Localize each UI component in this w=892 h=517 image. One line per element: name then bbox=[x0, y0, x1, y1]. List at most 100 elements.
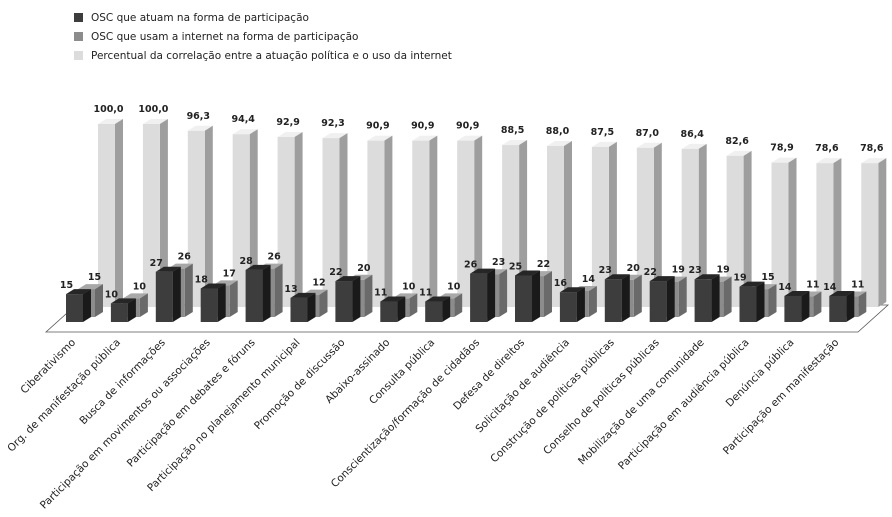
participacao-value-label: 23 bbox=[599, 265, 612, 276]
internet-value-label: 23 bbox=[492, 257, 505, 268]
pct-value-label: 100,0 bbox=[138, 104, 168, 115]
pct-value-label: 90,9 bbox=[366, 121, 389, 132]
internet-value-label: 10 bbox=[447, 281, 461, 292]
participacao-bar bbox=[66, 289, 91, 322]
internet-value-label: 14 bbox=[582, 274, 596, 285]
internet-value-label: 22 bbox=[537, 259, 550, 270]
internet-value-label: 20 bbox=[357, 263, 371, 274]
legend-swatch-correlacao bbox=[74, 51, 83, 60]
pct-bar bbox=[861, 158, 887, 307]
participacao-bar bbox=[380, 296, 406, 322]
pct-bar bbox=[322, 133, 348, 307]
participacao-bar bbox=[604, 274, 630, 322]
participacao-value-label: 28 bbox=[239, 256, 253, 267]
participacao-value-label: 10 bbox=[105, 289, 119, 300]
participacao-bar bbox=[559, 287, 585, 322]
participacao-value-label: 15 bbox=[60, 280, 73, 291]
internet-value-label: 19 bbox=[672, 265, 685, 276]
participacao-value-label: 14 bbox=[823, 282, 837, 293]
participacao-bar bbox=[290, 292, 316, 322]
participacao-bar bbox=[245, 264, 271, 322]
participacao-bar bbox=[110, 298, 136, 322]
pct-value-label: 90,9 bbox=[456, 121, 479, 132]
pct-bar bbox=[636, 142, 662, 307]
pct-value-label: 86,4 bbox=[680, 129, 704, 140]
internet-value-label: 15 bbox=[88, 272, 101, 283]
internet-value-label: 19 bbox=[716, 265, 729, 276]
pct-bar bbox=[367, 135, 393, 307]
internet-value-label: 20 bbox=[627, 263, 641, 274]
pct-bar bbox=[232, 129, 258, 307]
participacao-bar bbox=[515, 270, 540, 322]
pct-value-label: 100,0 bbox=[93, 104, 123, 115]
legend-swatch-participacao bbox=[74, 13, 83, 22]
participacao-bar bbox=[784, 290, 810, 322]
pct-value-label: 92,9 bbox=[276, 117, 299, 128]
internet-value-label: 12 bbox=[312, 278, 325, 289]
pct-value-label: 87,0 bbox=[636, 128, 660, 139]
internet-value-label: 26 bbox=[267, 252, 281, 263]
category-label: Solicitação de audiência bbox=[473, 337, 572, 436]
legend-item-correlacao: Percentual da correlação entre a atuação… bbox=[74, 46, 452, 65]
internet-value-label: 10 bbox=[133, 281, 147, 292]
pct-bar bbox=[502, 140, 528, 307]
pct-value-label: 82,6 bbox=[725, 136, 749, 147]
pct-value-label: 94,4 bbox=[231, 114, 255, 125]
participacao-value-label: 22 bbox=[329, 267, 342, 278]
participacao-value-label: 27 bbox=[150, 258, 163, 269]
legend-item-internet: OSC que usam a internet na forma de part… bbox=[74, 27, 452, 46]
category-label: Participação no planejamento municipal bbox=[145, 337, 302, 494]
participacao-bar bbox=[739, 281, 765, 322]
participacao-bar bbox=[200, 283, 226, 322]
participacao-value-label: 16 bbox=[554, 278, 568, 289]
legend-label-participacao: OSC que atuam na forma de participação bbox=[91, 11, 309, 24]
legend-label-internet: OSC que usam a internet na forma de part… bbox=[91, 30, 359, 43]
pct-bar bbox=[98, 119, 123, 307]
participacao-bar bbox=[155, 266, 181, 322]
participacao-value-label: 23 bbox=[688, 265, 701, 276]
legend-label-correlacao: Percentual da correlação entre a atuação… bbox=[91, 49, 452, 62]
category-label: Participação em movimentos ou associaçõe… bbox=[38, 337, 213, 512]
pct-bar bbox=[547, 140, 572, 307]
pct-bar bbox=[726, 150, 752, 307]
pct-bar bbox=[591, 141, 617, 307]
pct-value-label: 78,9 bbox=[770, 143, 793, 154]
participacao-bar bbox=[694, 274, 720, 322]
participacao-value-label: 22 bbox=[644, 267, 657, 278]
category-label: Busca de informações bbox=[77, 337, 167, 427]
pct-bar bbox=[457, 135, 483, 307]
pct-bar bbox=[816, 158, 842, 307]
participacao-bar bbox=[335, 276, 361, 322]
participacao-bar bbox=[649, 276, 675, 322]
pct-value-label: 78,6 bbox=[860, 143, 884, 154]
pct-value-label: 78,6 bbox=[815, 143, 839, 154]
pct-value-label: 92,3 bbox=[321, 118, 344, 129]
internet-value-label: 11 bbox=[851, 280, 864, 291]
pct-bar bbox=[142, 119, 168, 307]
pct-bar bbox=[771, 157, 797, 307]
legend: OSC que atuam na forma de participação O… bbox=[74, 8, 452, 65]
internet-value-label: 10 bbox=[402, 281, 416, 292]
participacao-value-label: 13 bbox=[284, 284, 297, 295]
participacao-value-label: 11 bbox=[419, 288, 432, 299]
pct-bar bbox=[681, 143, 707, 307]
internet-value-label: 26 bbox=[178, 252, 192, 263]
participacao-bar bbox=[470, 268, 496, 322]
pct-value-label: 88,5 bbox=[501, 125, 524, 136]
category-label: Promoção de discussão bbox=[252, 337, 347, 432]
internet-value-label: 17 bbox=[223, 268, 236, 279]
participacao-value-label: 11 bbox=[374, 288, 387, 299]
participacao-bar bbox=[829, 290, 855, 322]
internet-value-label: 15 bbox=[761, 272, 774, 283]
participacao-value-label: 26 bbox=[464, 260, 478, 271]
pct-bar bbox=[187, 125, 213, 308]
pct-value-label: 90,9 bbox=[411, 121, 434, 132]
participacao-value-label: 18 bbox=[195, 275, 209, 286]
legend-item-participacao: OSC que atuam na forma de participação bbox=[74, 8, 452, 27]
internet-value-label: 11 bbox=[806, 280, 819, 291]
participacao-bar bbox=[425, 296, 451, 322]
participacao-value-label: 14 bbox=[778, 282, 792, 293]
pct-value-label: 96,3 bbox=[187, 111, 210, 122]
legend-swatch-internet bbox=[74, 32, 83, 41]
